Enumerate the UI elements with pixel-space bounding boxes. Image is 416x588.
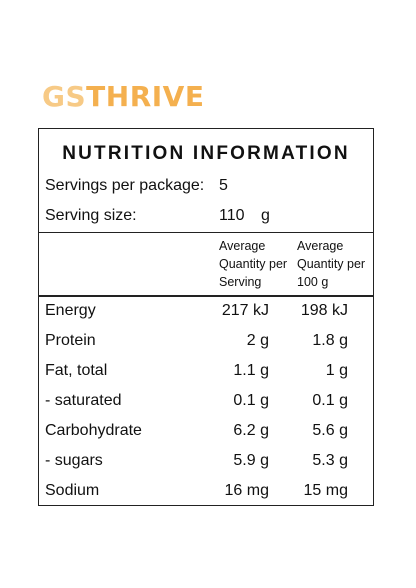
nutrient-per-serving: 217 kJ — [221, 302, 269, 319]
col-head-per-100g-line: 100 g — [297, 275, 329, 289]
nutrition-panel: NUTRITION INFORMATION Servings per packa… — [38, 128, 374, 506]
nutrient-row-fat-total: Fat, total 1.1 g 1 g — [39, 357, 373, 387]
servings-label: Servings per package: — [45, 177, 205, 194]
serving-size-label: Serving size: — [45, 207, 137, 224]
nutrient-per-100g: 1 g — [325, 362, 348, 379]
nutrient-per-serving: 0.1 g — [233, 392, 269, 409]
serving-size-unit: g — [261, 207, 270, 224]
col-head-per-100g-line: Quantity per — [297, 257, 366, 271]
nutrient-per-serving: 1.1 g — [233, 362, 269, 379]
nutrient-per-100g: 0.1 g — [312, 392, 348, 409]
nutrient-per-100g: 1.8 g — [312, 332, 348, 349]
nutrient-row-sodium: Sodium 16 mg 15 mg — [39, 477, 373, 507]
nutrient-label: - sugars — [45, 452, 103, 469]
serving-size-value: 110 — [219, 207, 245, 224]
nutrient-row-carbohydrate: Carbohydrate 6.2 g 5.6 g — [39, 417, 373, 447]
col-head-per-serving-line: Quantity per — [219, 257, 288, 271]
nutrient-per-100g: 5.6 g — [312, 422, 348, 439]
nutrient-label: Fat, total — [45, 362, 108, 379]
col-head-per-serving-line: Average — [219, 239, 266, 253]
nutrient-per-100g: 15 mg — [303, 482, 348, 499]
nutrient-label: Protein — [45, 332, 96, 349]
nutrient-row-protein: Protein 2 g 1.8 g — [39, 327, 373, 357]
nutrient-label: Sodium — [45, 482, 100, 499]
nutrient-label: - saturated — [45, 392, 122, 409]
nutrient-per-serving: 5.9 g — [233, 452, 269, 469]
col-head-per-serving-line: Serving — [219, 275, 262, 289]
divider-top — [39, 232, 373, 233]
nutrient-per-serving: 2 g — [246, 332, 269, 349]
nutrient-per-100g: 198 kJ — [300, 302, 348, 319]
brand-logo-gs: GS — [42, 80, 87, 113]
nutrient-per-serving: 6.2 g — [233, 422, 269, 439]
brand-logo-thrive: THRIVE — [86, 80, 205, 113]
col-head-per-serving: Average Quantity per Serving — [219, 237, 287, 291]
servings-value: 5 — [219, 177, 228, 194]
nutrient-label: Energy — [45, 302, 96, 319]
brand-logo: GSTHRIVE — [42, 80, 204, 114]
nutrient-per-100g: 5.3 g — [312, 452, 348, 469]
nutrient-row-energy: Energy 217 kJ 198 kJ — [39, 297, 373, 327]
divider-thick — [39, 295, 373, 297]
col-head-per-100g-line: Average — [297, 239, 344, 253]
nutrient-row-saturated: - saturated 0.1 g 0.1 g — [39, 387, 373, 417]
nutrient-label: Carbohydrate — [45, 422, 142, 439]
panel-title: NUTRITION INFORMATION — [62, 143, 350, 164]
nutrient-row-sugars: - sugars 5.9 g 5.3 g — [39, 447, 373, 477]
col-head-per-100g: Average Quantity per 100 g — [297, 237, 365, 291]
nutrient-per-serving: 16 mg — [224, 482, 269, 499]
